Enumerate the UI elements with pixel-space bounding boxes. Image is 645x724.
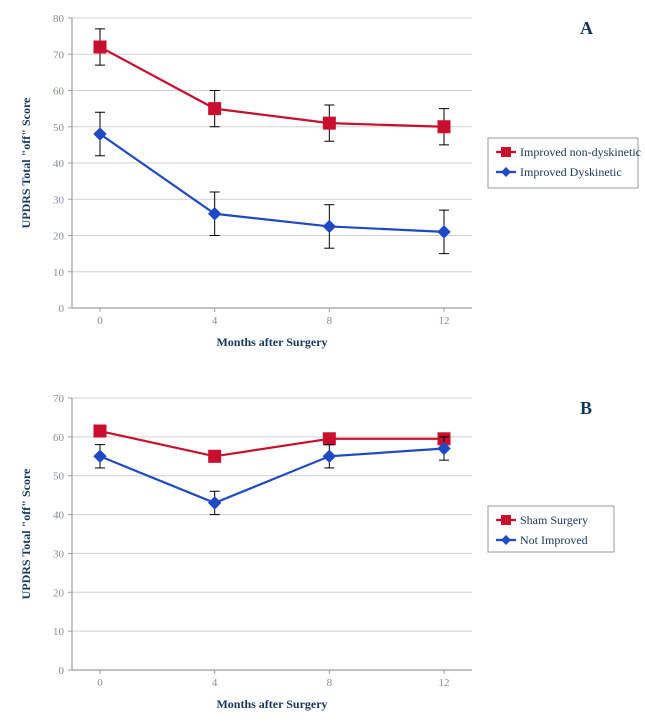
svg-text:60: 60 bbox=[53, 432, 65, 444]
svg-text:70: 70 bbox=[53, 49, 65, 61]
svg-text:50: 50 bbox=[53, 122, 65, 134]
svg-text:4: 4 bbox=[212, 315, 218, 327]
svg-text:12: 12 bbox=[439, 677, 450, 689]
chart-a: 0 10 20 30 40 50 60 70 80 0 4 8 12 UPDRS Total "off" … bbox=[0, 0, 645, 362]
svg-text:12: 12 bbox=[439, 315, 450, 327]
svg-text:30: 30 bbox=[53, 548, 65, 560]
svg-text:8: 8 bbox=[327, 315, 333, 327]
svg-text:Improved non-dyskinetic: Improved non-dyskinetic bbox=[520, 145, 641, 159]
svg-text:Months after Surgery: Months after Surgery bbox=[216, 335, 327, 349]
svg-text:80: 80 bbox=[53, 13, 65, 25]
svg-text:30: 30 bbox=[53, 194, 65, 206]
svg-text:4: 4 bbox=[212, 677, 218, 689]
svg-text:Months after Surgery: Months after Surgery bbox=[216, 697, 327, 711]
svg-text:60: 60 bbox=[53, 86, 65, 98]
svg-text:Not Improved: Not Improved bbox=[520, 533, 588, 547]
svg-text:50: 50 bbox=[53, 471, 65, 483]
svg-text:0: 0 bbox=[97, 677, 103, 689]
svg-text:40: 40 bbox=[53, 158, 65, 170]
svg-text:Sham Surgery: Sham Surgery bbox=[520, 513, 588, 527]
chart-b: 0 10 20 30 40 50 60 70 0 4 8 12 UPDRS Total "off" Sc… bbox=[0, 380, 645, 724]
svg-text:20: 20 bbox=[53, 231, 65, 243]
svg-text:UPDRS Total "off" Score: UPDRS Total "off" Score bbox=[19, 97, 33, 228]
svg-text:UPDRS Total "off" Score: UPDRS Total "off" Score bbox=[19, 468, 33, 599]
svg-text:40: 40 bbox=[53, 510, 65, 522]
svg-text:8: 8 bbox=[327, 677, 333, 689]
svg-text:70: 70 bbox=[53, 393, 65, 405]
svg-text:10: 10 bbox=[53, 267, 65, 279]
svg-text:0: 0 bbox=[59, 303, 65, 315]
svg-text:20: 20 bbox=[53, 587, 65, 599]
svg-text:Improved Dyskinetic: Improved Dyskinetic bbox=[520, 165, 622, 179]
svg-text:0: 0 bbox=[59, 665, 65, 677]
svg-text:0: 0 bbox=[97, 315, 103, 327]
svg-text:10: 10 bbox=[53, 626, 65, 638]
